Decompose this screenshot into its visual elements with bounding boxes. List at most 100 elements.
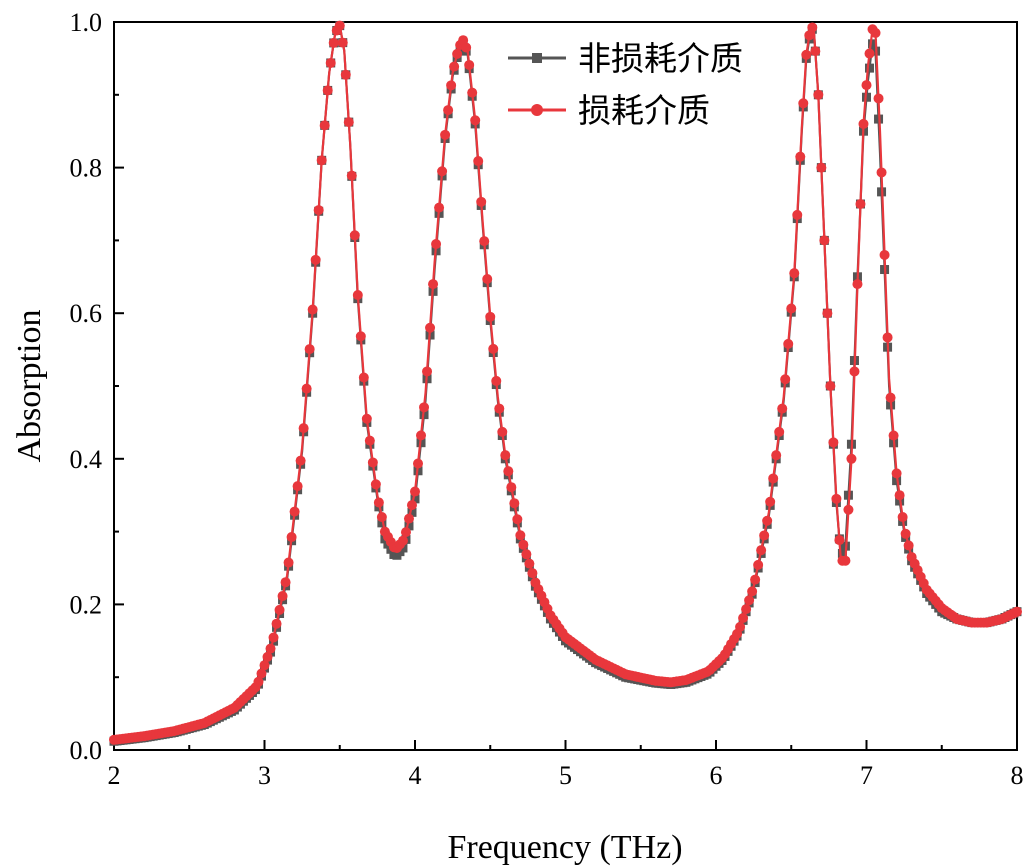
data-point <box>819 235 830 246</box>
data-point <box>777 403 788 414</box>
data-point <box>259 660 270 671</box>
data-point <box>768 473 779 484</box>
data-point <box>397 535 408 546</box>
data-point <box>840 555 851 566</box>
data-point <box>855 199 866 209</box>
data-point <box>268 632 279 643</box>
data-point <box>319 120 330 131</box>
data-point <box>361 413 372 424</box>
data-point <box>861 80 872 91</box>
axis-ticks: 2 3 4 5 6 7 8 0.0 0.2 0.4 0.6 0.8 1.0 <box>70 8 1024 790</box>
data-point <box>271 618 282 629</box>
data-point <box>865 63 875 73</box>
data-point <box>467 87 478 98</box>
legend: 非损耗介质 损耗介质 <box>508 39 743 130</box>
data-point <box>882 332 893 343</box>
x-axis-title: Frequency (THz) <box>447 829 682 866</box>
y-axis-title: Absorption <box>11 310 48 463</box>
data-point <box>876 167 887 178</box>
data-point <box>410 486 420 497</box>
data-point <box>765 496 776 507</box>
data-point <box>789 268 800 279</box>
data-point <box>277 591 288 602</box>
data-point <box>340 69 351 80</box>
data-point <box>476 196 487 207</box>
data-point <box>837 548 847 558</box>
data-point <box>780 374 791 385</box>
data-point <box>506 482 517 493</box>
data-point <box>497 426 508 437</box>
data-point <box>434 202 445 213</box>
x-tick-label: 8 <box>1011 761 1024 790</box>
data-point <box>873 93 884 104</box>
data-point <box>479 236 490 247</box>
data-point <box>313 205 324 216</box>
data-point <box>741 604 752 615</box>
data-point <box>301 383 312 394</box>
data-point <box>298 423 309 434</box>
data-point <box>774 426 785 437</box>
data-point <box>868 39 878 49</box>
data-point <box>470 115 481 126</box>
data-point <box>346 170 357 181</box>
data-point <box>473 156 484 167</box>
y-tick-label: 0.6 <box>70 299 103 328</box>
data-point <box>488 343 499 354</box>
y-tick-label: 0.0 <box>70 736 103 765</box>
data-point <box>750 574 761 585</box>
data-point <box>322 85 333 96</box>
x-tick-label: 2 <box>108 761 121 790</box>
x-tick-label: 5 <box>559 761 572 790</box>
data-point <box>879 249 890 260</box>
data-point <box>325 57 336 68</box>
data-point <box>834 535 845 546</box>
data-point <box>352 290 363 300</box>
legend-label-lossless: 非损耗介质 <box>578 39 743 78</box>
data-point <box>446 80 457 91</box>
data-point <box>786 303 797 314</box>
data-point <box>753 559 764 570</box>
data-point <box>870 27 881 38</box>
data-point <box>524 558 535 569</box>
data-point <box>431 239 442 250</box>
data-point <box>858 118 869 129</box>
data-point <box>849 366 860 377</box>
data-point <box>452 48 463 59</box>
data-point <box>491 375 502 386</box>
data-point <box>822 308 833 319</box>
data-point <box>756 545 767 556</box>
data-point <box>373 497 384 508</box>
x-tick-label: 7 <box>860 761 873 790</box>
y-tick-label: 0.8 <box>70 154 103 183</box>
data-point <box>256 668 267 679</box>
data-point <box>894 490 905 501</box>
data-point <box>885 392 896 403</box>
data-point <box>377 518 387 528</box>
data-point <box>407 507 417 517</box>
data-point <box>798 98 809 109</box>
data-point <box>846 453 857 464</box>
data-point <box>280 577 291 588</box>
data-point <box>738 613 749 624</box>
legend-marker-circle <box>531 104 543 116</box>
data-point <box>292 481 303 492</box>
data-point <box>897 512 908 523</box>
data-point <box>286 532 297 543</box>
legend-label-lossy: 损耗介质 <box>578 91 710 130</box>
series-layer <box>109 20 1022 746</box>
data-point <box>828 437 839 448</box>
series-markers-1 <box>109 20 1022 745</box>
data-point <box>903 540 914 551</box>
data-point <box>888 430 899 441</box>
data-point <box>843 504 854 515</box>
data-point <box>337 37 348 48</box>
data-point <box>864 48 875 59</box>
data-point <box>482 273 493 284</box>
data-point <box>376 512 387 523</box>
data-point <box>494 403 505 414</box>
data-point <box>500 450 511 461</box>
data-point <box>358 372 369 383</box>
data-point <box>449 61 460 72</box>
data-point <box>295 455 306 466</box>
